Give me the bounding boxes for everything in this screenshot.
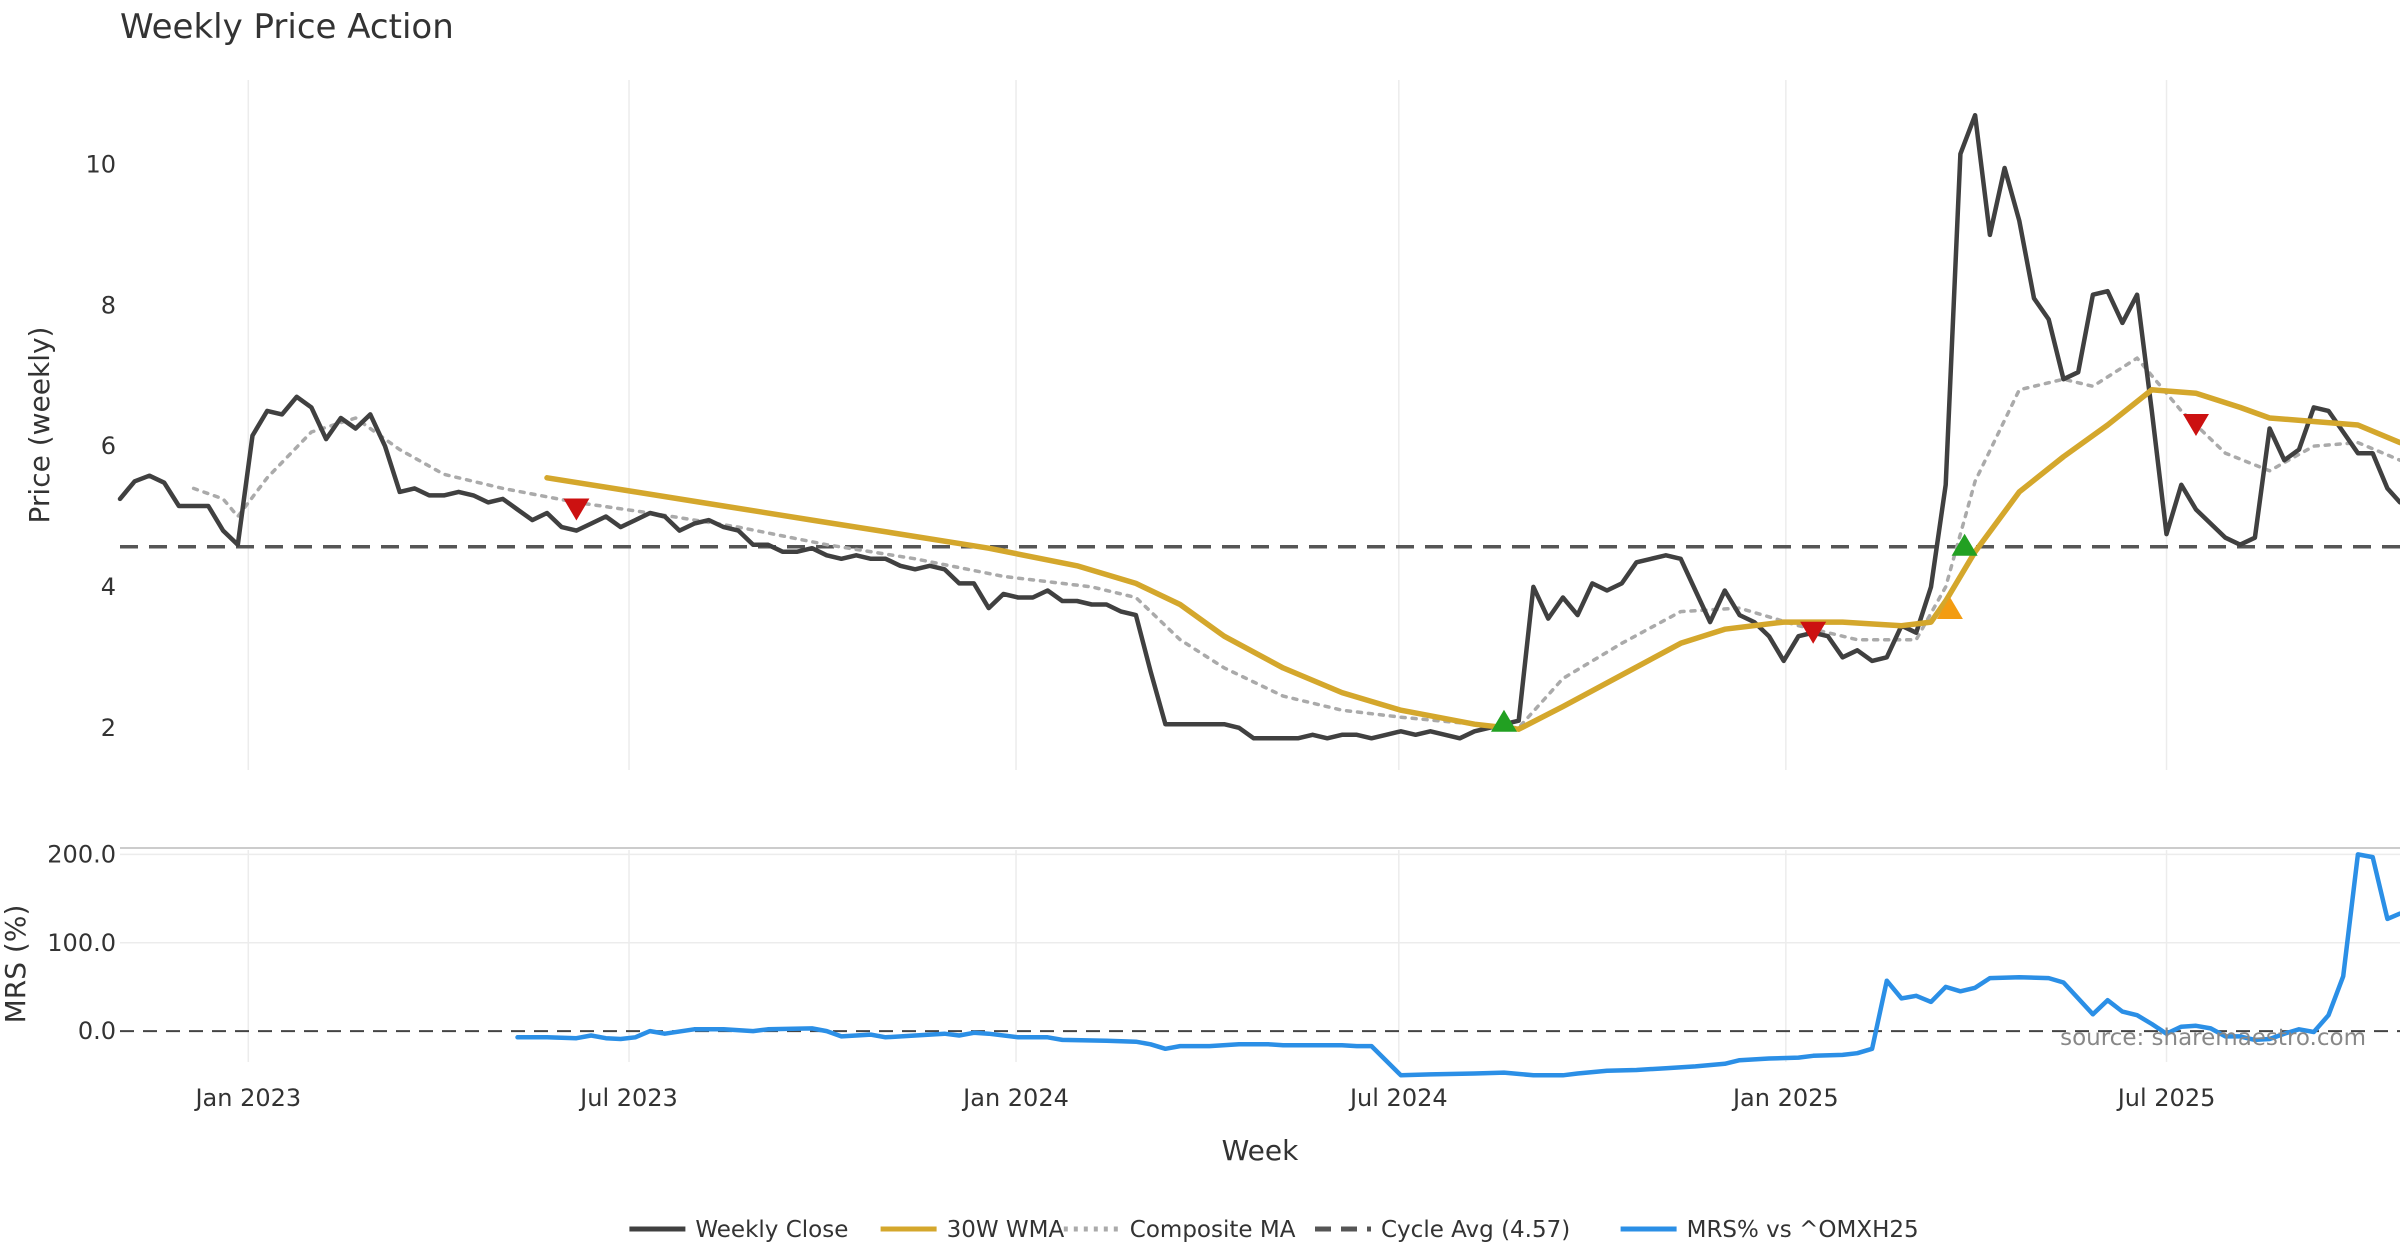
signal-buy-marker xyxy=(1490,709,1517,732)
x-tick-label: Jul 2024 xyxy=(1348,1084,1448,1112)
legend-item: 30W WMA xyxy=(880,1217,1065,1243)
x-tick-label: Jan 2025 xyxy=(1731,1084,1839,1112)
x-tick-label: Jan 2024 xyxy=(961,1084,1069,1112)
chart-title: Weekly Price Action xyxy=(120,7,454,47)
x-tick-label: Jan 2023 xyxy=(193,1084,301,1112)
mrs-y-tick-label: 200.0 xyxy=(47,840,116,868)
price-y-tick-label: 10 xyxy=(85,150,116,178)
legend-label: MRS% vs ^OMXH25 xyxy=(1687,1217,1919,1243)
mrs-panel xyxy=(120,852,2400,1078)
signal-sell-marker xyxy=(563,498,590,521)
signal-sell-marker xyxy=(1800,621,1827,644)
signal-buy-marker xyxy=(1936,597,1963,620)
series-mrs xyxy=(515,852,2400,1078)
x-tick-label: Jul 2023 xyxy=(578,1084,678,1112)
legend-item: Weekly Close xyxy=(629,1217,848,1243)
legend-label: 30W WMA xyxy=(947,1217,1065,1243)
mrs-y-tick-label: 0.0 xyxy=(78,1017,116,1045)
legend-item: MRS% vs ^OMXH25 xyxy=(1620,1217,1919,1243)
legend-label: Weekly Close xyxy=(695,1217,848,1243)
price-y-tick-label: 8 xyxy=(101,291,116,319)
legend-item: Composite MA xyxy=(1063,1217,1296,1243)
legend-label: Cycle Avg (4.57) xyxy=(1381,1217,1570,1243)
price-y-axis-title: Price (weekly) xyxy=(23,327,56,524)
legend-item: Cycle Avg (4.57) xyxy=(1315,1217,1570,1243)
x-tick-label: Jul 2025 xyxy=(2116,1084,2216,1112)
grid-layer xyxy=(120,80,2400,1062)
mrs-y-axis-title: MRS (%) xyxy=(0,905,32,1024)
series-weekly-close xyxy=(117,112,2400,741)
series-composite-ma xyxy=(191,356,2400,730)
price-y-tick-label: 4 xyxy=(101,573,116,601)
mrs-y-tick-label: 100.0 xyxy=(47,929,116,957)
series-30w-wma xyxy=(544,387,2400,732)
price-y-tick-label: 2 xyxy=(101,714,116,742)
price-panel xyxy=(117,112,2400,741)
signal-buy-marker xyxy=(1951,533,1978,556)
legend-label: Composite MA xyxy=(1130,1217,1296,1243)
axis-layer: Jan 2023 Jul 2023 Jan 2024 Jul 2024 Jan 2025… xyxy=(0,150,2215,1112)
legend: Weekly Close 30W WMA Composite MA Cycle Avg… xyxy=(629,1217,1919,1243)
signal-sell-marker xyxy=(2182,414,2209,436)
x-axis-title: Week xyxy=(1222,1134,1299,1167)
price-y-tick-label: 6 xyxy=(101,432,116,460)
source-label: source: sharemaestro.com xyxy=(2060,1025,2366,1051)
